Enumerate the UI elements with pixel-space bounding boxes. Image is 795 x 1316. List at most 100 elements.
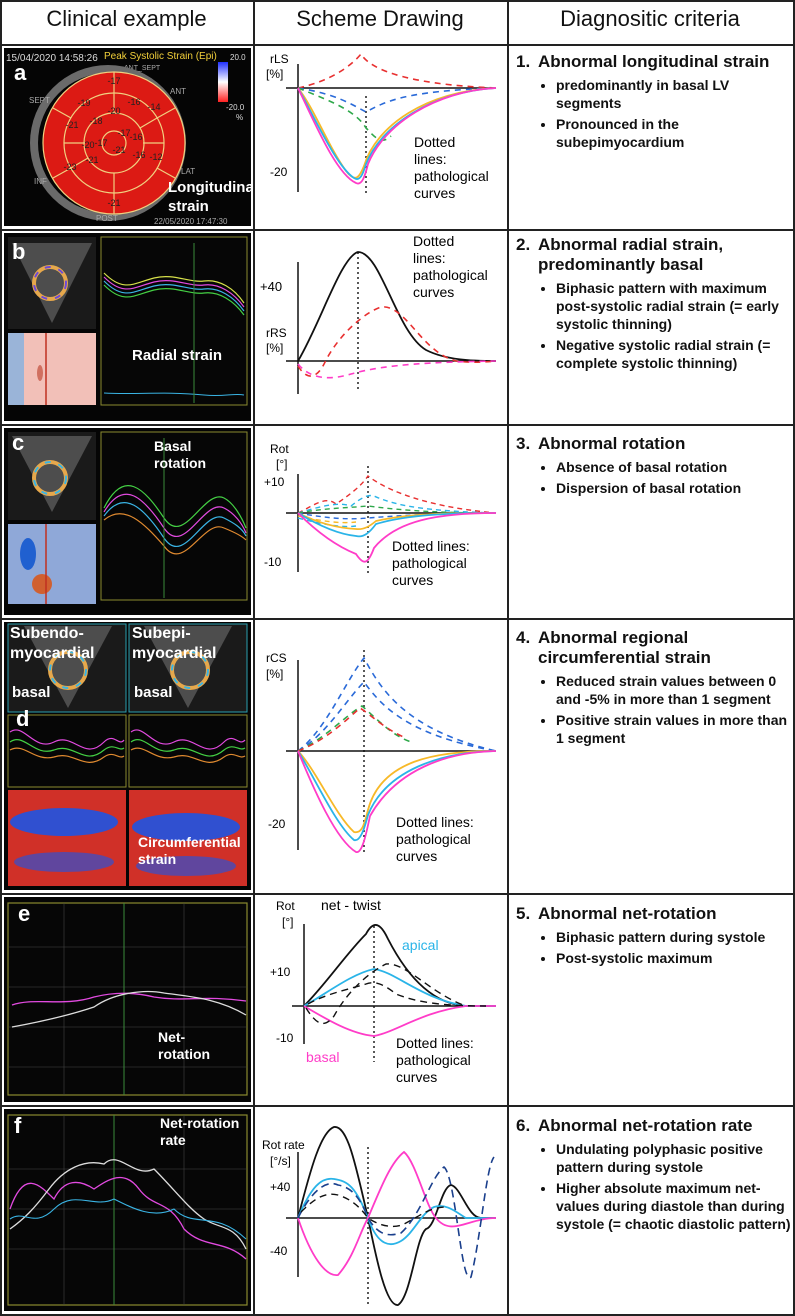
panel-label-subendo: Subendo-myocardial — [10, 625, 95, 662]
svg-text:[°/s]: [°/s] — [270, 1154, 291, 1168]
panel-label-circumferential-strain: Circumferential strain — [138, 834, 241, 867]
svg-text:[°]: [°] — [282, 915, 293, 929]
panel-e-net-rotation: e Net-rotation — [4, 897, 251, 1102]
svg-text:ANT: ANT — [170, 87, 186, 96]
criteria-1-item: Pronounced in the subepimyocardium — [556, 115, 792, 151]
panel-label-subepi: Subepi-myocardial — [132, 625, 217, 662]
svg-text:-18: -18 — [89, 116, 102, 126]
criteria-2: 2. Abnormal radial strain, predominantly … — [516, 235, 792, 375]
svg-text:INF: INF — [34, 177, 47, 186]
criteria-4: 4. Abnormal regional circumferential stra… — [516, 628, 792, 750]
svg-text:[°]: [°] — [276, 457, 287, 471]
svg-text:22/05/2020 17:47:30: 22/05/2020 17:47:30 — [154, 217, 228, 226]
svg-text:curves: curves — [414, 185, 455, 201]
svg-text:curves: curves — [396, 848, 437, 864]
scheme-e: Rot [°] net - twist +10 -10 apical basal… — [270, 897, 496, 1085]
panel-label-longitudinal-strain: Longitudinal strain — [168, 179, 251, 215]
svg-text:Rot rate: Rot rate — [262, 1138, 305, 1152]
svg-text:-20.0: -20.0 — [226, 103, 245, 112]
panel-label-net-rotation-rate: Net-rotation rate — [160, 1115, 240, 1148]
scheme-a: rLS [%] -20 Dotted lines: pathological c… — [266, 52, 497, 201]
criteria-2-item: Biphasic pattern with maximum post-systo… — [556, 279, 792, 333]
criteria-6: 6.Abnormal net-rotation rate Undulating … — [516, 1116, 792, 1236]
svg-text:[%]: [%] — [266, 667, 283, 681]
criteria-5-item: Biphasic pattern during systole — [556, 928, 792, 946]
svg-text:rLS: rLS — [270, 52, 289, 66]
rotation-screen — [8, 431, 248, 604]
radial-strain-screen — [8, 236, 248, 406]
svg-text:SEPT: SEPT — [29, 96, 50, 105]
svg-text:rCS: rCS — [266, 651, 287, 665]
header-diagnostic-criteria: Diagnositic criteria — [560, 6, 740, 31]
panel-a-bullseye: 15/04/2020 14:58:26 Peak Systolic Strain… — [4, 48, 251, 226]
criteria-4-item: Reduced strain values between 0 and -5% … — [556, 672, 792, 708]
panel-letter-b: b — [12, 239, 26, 264]
svg-text:curves: curves — [413, 284, 454, 300]
svg-text:-17: -17 — [107, 76, 120, 86]
svg-text:-20: -20 — [268, 817, 286, 831]
svg-text:basal: basal — [306, 1049, 339, 1065]
scheme-f: Rot rate [°/s] +40 -40 — [262, 1126, 497, 1307]
criteria-2-title: Abnormal radial strain, predominantly ba… — [538, 235, 724, 274]
svg-text:-12: -12 — [149, 152, 162, 162]
criteria-1-item: predominantly in basal LV segments — [556, 76, 792, 112]
header-scheme-drawing: Scheme Drawing — [296, 6, 464, 31]
svg-text:Dotted lines:: Dotted lines: — [392, 538, 470, 554]
criteria-3: 3.Abnormal rotation Absence of basal rot… — [516, 434, 792, 500]
criteria-3-title: Abnormal rotation — [538, 434, 686, 453]
net-rotation-rate-screen — [7, 1114, 248, 1306]
svg-text:-21: -21 — [85, 155, 98, 165]
bullseye-plot: 15/04/2020 14:58:26 Peak Systolic Strain… — [6, 51, 246, 226]
svg-text:%: % — [236, 113, 243, 122]
header-clinical-example: Clinical example — [46, 6, 207, 31]
svg-text:pathological: pathological — [414, 168, 489, 184]
panel-letter-a: a — [14, 60, 27, 85]
svg-text:LAT: LAT — [181, 167, 195, 176]
svg-text:+40: +40 — [270, 1180, 291, 1194]
svg-text:apical: apical — [402, 937, 439, 953]
svg-text:net - twist: net - twist — [321, 897, 381, 913]
svg-text:+10: +10 — [264, 475, 285, 489]
panel-letter-d: d — [16, 706, 30, 731]
criteria-6-title: Abnormal net-rotation rate — [538, 1116, 753, 1135]
panel-c-rotation: c Basal rotation — [4, 428, 251, 615]
svg-text:pathological: pathological — [396, 831, 471, 847]
svg-text:pathological: pathological — [396, 1052, 471, 1068]
scheme-c: Rot [°] +10 -10 Dotted lines: pathologic… — [264, 442, 497, 588]
svg-text:Peak Systolic Strain (Epi): Peak Systolic Strain (Epi) — [104, 51, 217, 62]
svg-text:15/04/2020 14:58:26: 15/04/2020 14:58:26 — [6, 53, 98, 64]
svg-text:curves: curves — [396, 1069, 437, 1085]
svg-text:-21: -21 — [65, 120, 78, 130]
svg-text:-20: -20 — [270, 165, 288, 179]
panel-label-basal-rotation: Basal rotation — [154, 438, 207, 471]
panel-letter-c: c — [12, 430, 25, 455]
scheme-d: rCS [%] -20 Dotted lines: pathological c… — [266, 650, 497, 864]
svg-text:Dotted lines:: Dotted lines: — [396, 1035, 474, 1051]
criteria-2-item: Negative systolic radial strain (= compl… — [556, 336, 792, 372]
criteria-5: 5.Abnormal net-rotation Biphasic pattern… — [516, 904, 792, 970]
criteria-6-item: Higher absolute maximum net-values durin… — [556, 1179, 792, 1233]
svg-text:-40: -40 — [270, 1244, 288, 1258]
svg-text:Dotted: Dotted — [414, 134, 455, 150]
svg-text:+40: +40 — [260, 279, 282, 294]
svg-text:[%]: [%] — [266, 67, 283, 81]
criteria-3-item: Absence of basal rotation — [556, 458, 792, 476]
panel-b-radial: b Radial strain — [4, 233, 251, 421]
svg-text:Dotted lines:: Dotted lines: — [396, 814, 474, 830]
svg-text:pathological: pathological — [413, 267, 488, 283]
svg-text:lines:: lines: — [413, 250, 446, 266]
svg-text:-10: -10 — [276, 1031, 294, 1045]
panel-f-net-rotation-rate: f Net-rotation rate — [4, 1109, 251, 1311]
svg-text:-17: -17 — [94, 138, 107, 148]
svg-text:Rot: Rot — [270, 442, 289, 456]
net-rotation-screen — [7, 902, 248, 1096]
panel-label-basal-left: basal — [12, 684, 51, 701]
svg-text:[%]: [%] — [266, 341, 283, 355]
panel-label-basal-right: basal — [134, 684, 173, 701]
criteria-4-item: Positive strain values in more than 1 se… — [556, 711, 792, 747]
svg-text:-17: -17 — [117, 128, 130, 138]
svg-text:-23: -23 — [63, 162, 76, 172]
panel-letter-f: f — [14, 1113, 22, 1138]
svg-text:-20: -20 — [107, 106, 120, 116]
